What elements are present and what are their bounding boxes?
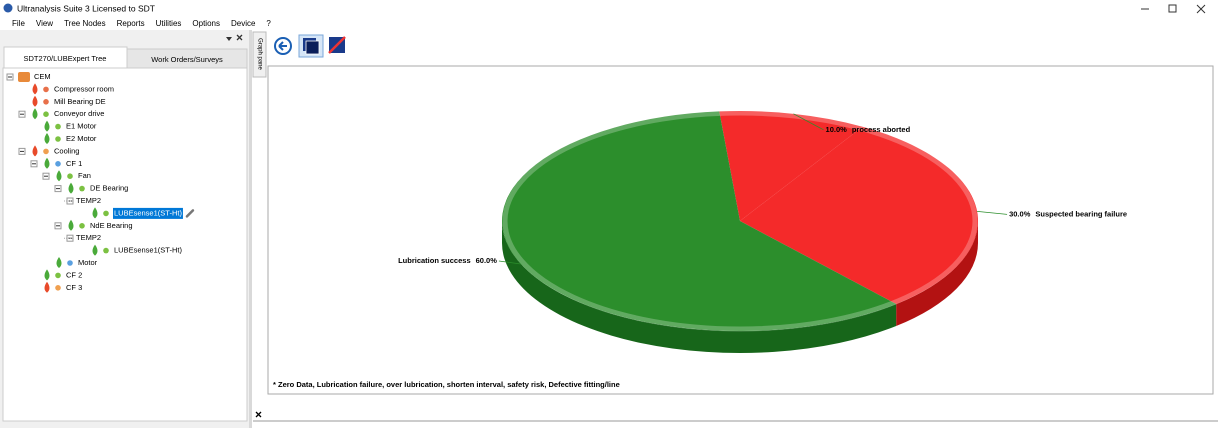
drop-icon xyxy=(32,95,38,107)
tree-node-label[interactable]: CF 3 xyxy=(66,283,82,292)
data-label: Lubrication success 60.0% xyxy=(398,256,497,265)
tree-node-label[interactable]: E2 Motor xyxy=(66,134,97,143)
no-chart-slash xyxy=(328,36,346,54)
drop-icon xyxy=(44,133,50,144)
tree-view xyxy=(2,67,248,422)
tree-node-label[interactable]: Fan xyxy=(78,171,91,180)
tree-node-label[interactable]: E1 Motor xyxy=(66,122,97,131)
splitter[interactable] xyxy=(249,30,252,428)
drop-icon xyxy=(44,157,50,169)
status-dot xyxy=(103,210,109,217)
tree-node-label[interactable]: Motor xyxy=(78,258,98,267)
data-label: 10.0% process aborted xyxy=(826,125,911,134)
tree-node-label[interactable]: CEM xyxy=(34,72,51,81)
back-arrow xyxy=(278,41,287,51)
app-icon xyxy=(3,3,13,13)
link-icon xyxy=(185,209,195,218)
status-dot xyxy=(43,111,49,117)
status-dot xyxy=(55,285,61,291)
drop-icon xyxy=(32,83,38,95)
leader-line xyxy=(793,113,824,131)
tree-node-label[interactable]: CF 1 xyxy=(66,159,82,168)
tree-node-label[interactable]: TEMP2 xyxy=(76,196,101,205)
menu-item[interactable]: View xyxy=(36,19,53,28)
panel-close[interactable] xyxy=(236,34,243,41)
drop-icon xyxy=(92,207,98,219)
tree-node-label[interactable]: Mill Bearing DE xyxy=(54,97,106,106)
menu-item[interactable]: ? xyxy=(266,19,271,28)
side-tab[interactable] xyxy=(252,31,267,78)
status-dot xyxy=(43,86,49,93)
status-dot xyxy=(43,99,49,105)
drop-icon xyxy=(56,170,62,182)
tree-node-label[interactable]: DE Bearing xyxy=(90,184,128,193)
menu-item[interactable]: File xyxy=(12,19,25,28)
drop-icon xyxy=(68,182,74,194)
layers-icon xyxy=(305,40,320,55)
drop-icon xyxy=(56,257,62,268)
pie-side xyxy=(896,221,978,327)
drop-icon xyxy=(44,120,50,132)
status-dot xyxy=(55,272,61,279)
drop-icon xyxy=(44,281,50,293)
status-dot xyxy=(79,223,85,229)
status-dot xyxy=(55,161,61,167)
tree-node-label[interactable]: CF 2 xyxy=(66,270,82,279)
close-button[interactable] xyxy=(1196,4,1206,14)
drop-icon xyxy=(92,244,98,256)
status-dot xyxy=(55,136,61,142)
menu-item[interactable]: Device xyxy=(231,19,256,28)
side-tab-label[interactable]: Graph pane xyxy=(256,38,262,70)
menu-item[interactable]: Reports xyxy=(117,19,145,28)
label-category: process aborted xyxy=(852,125,911,134)
status-dot xyxy=(103,247,109,254)
tree-node-label[interactable]: Cooling xyxy=(54,146,79,155)
pie-slice xyxy=(719,111,863,221)
label-value: 60.0% xyxy=(476,256,498,265)
status-dot xyxy=(79,185,85,192)
pie-chart: 10.0% process aborted 30.0% Suspected beari… xyxy=(398,110,1127,353)
drop-icon xyxy=(32,145,38,157)
menu-item[interactable]: Tree Nodes xyxy=(64,19,106,28)
tree-node-label[interactable]: TEMP2 xyxy=(76,233,101,242)
status-dot xyxy=(67,260,73,266)
tree-selection xyxy=(113,207,183,219)
tree-node-label[interactable]: NdE Bearing xyxy=(90,221,133,230)
drop-icon xyxy=(68,219,74,231)
menu-item[interactable]: Utilities xyxy=(156,19,182,28)
label-category: Lubrication success xyxy=(398,256,471,265)
drop-icon xyxy=(32,108,38,120)
pie-slice xyxy=(740,126,978,305)
data-label: 30.0% Suspected bearing failure xyxy=(1009,209,1127,218)
window-title: Ultranalysis Suite 3 Licensed to SDT xyxy=(17,3,155,13)
restore-button[interactable] xyxy=(1168,4,1177,13)
label-value: 30.0% xyxy=(1009,209,1031,218)
database-icon xyxy=(18,72,30,82)
tab-label[interactable]: Work Orders/Surveys xyxy=(151,55,223,64)
drop-icon xyxy=(44,269,50,281)
pie-side xyxy=(502,221,897,353)
label-category: Suspected bearing failure xyxy=(1035,209,1127,218)
tab-label[interactable]: SDT270/LUBExpert Tree xyxy=(24,54,107,63)
pie-rim xyxy=(502,110,978,332)
status-dot xyxy=(43,148,49,155)
footnote: * Zero Data, Lubrication failure, over l… xyxy=(273,380,620,389)
panel-dropdown[interactable] xyxy=(226,37,232,41)
tree-node-label[interactable]: Compressor room xyxy=(54,84,114,93)
pie-slice xyxy=(502,111,897,332)
graph-close[interactable] xyxy=(255,411,262,418)
status-dot xyxy=(67,173,73,179)
tree-node-label[interactable]: LUBEsense1(ST-Ht) xyxy=(114,208,182,217)
leader-line xyxy=(977,211,1008,215)
menu-bar: File View Tree Nodes Reports Utilities Option… xyxy=(12,19,271,28)
status-dot xyxy=(55,123,61,130)
label-value: 10.0% xyxy=(826,125,848,134)
menu-item[interactable]: Options xyxy=(192,19,220,28)
tree-node-label[interactable]: Conveyor drive xyxy=(54,109,104,118)
tree-node-label[interactable]: LUBEsense1(ST-Ht) xyxy=(114,246,182,255)
leader-line xyxy=(498,260,521,265)
